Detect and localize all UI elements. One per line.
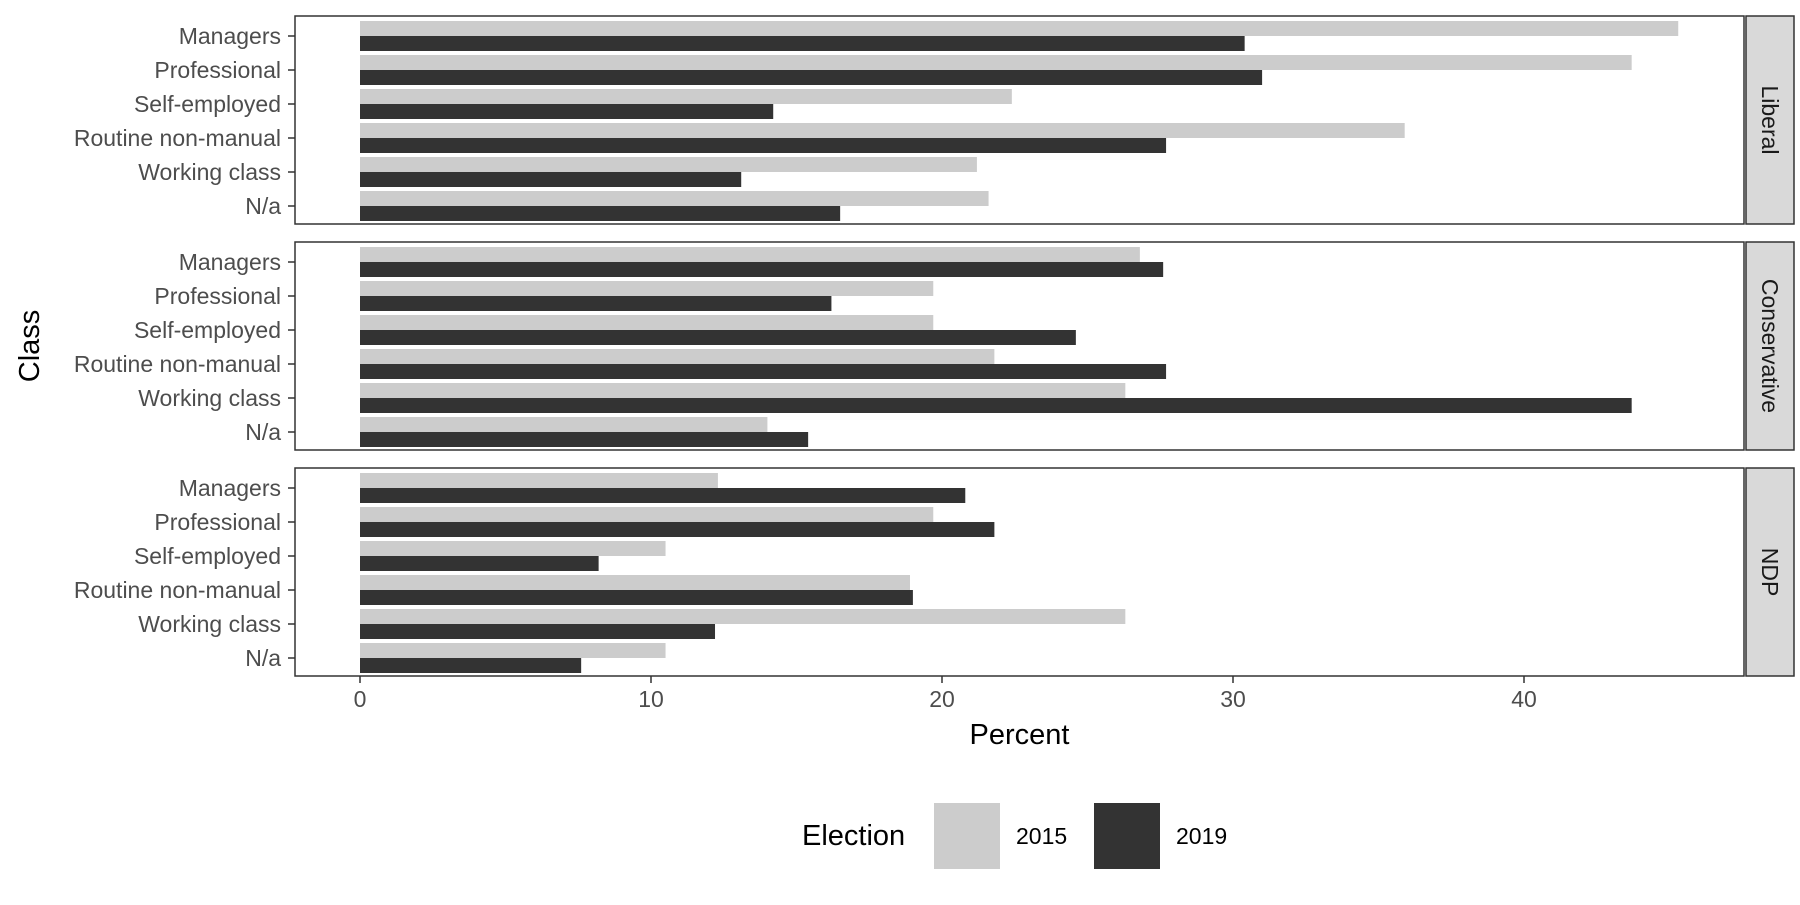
x-tick-label: 0 bbox=[354, 686, 367, 712]
bar-conservative-2015 bbox=[360, 315, 934, 330]
bar-liberal-2019 bbox=[360, 104, 774, 119]
bar-conservative-2019 bbox=[360, 398, 1632, 413]
bar-conservative-2019 bbox=[360, 330, 1076, 345]
y-tick-label: Self-employed bbox=[134, 91, 281, 117]
bar-conservative-2015 bbox=[360, 281, 934, 296]
y-tick-label: Working class bbox=[138, 159, 281, 185]
bar-conservative-2015 bbox=[360, 247, 1140, 262]
y-tick-label: N/a bbox=[245, 193, 281, 219]
y-tick-label: Working class bbox=[138, 611, 281, 637]
bar-ndp-2015 bbox=[360, 575, 910, 590]
panel-border-conservative bbox=[294, 241, 1745, 451]
bar-ndp-2015 bbox=[360, 541, 666, 556]
y-tick-label: Working class bbox=[138, 385, 281, 411]
bar-liberal-2015 bbox=[360, 157, 977, 172]
bar-liberal-2019 bbox=[360, 172, 742, 187]
x-axis-title: Percent bbox=[970, 719, 1070, 751]
bar-conservative-2019 bbox=[360, 296, 832, 311]
y-tick-label: N/a bbox=[245, 645, 281, 671]
panel-strip-label-conservative: Conservative bbox=[1757, 279, 1783, 413]
bar-ndp-2015 bbox=[360, 507, 934, 522]
bar-conservative-2019 bbox=[360, 262, 1164, 277]
bar-ndp-2019 bbox=[360, 522, 995, 537]
x-tick-label: 20 bbox=[929, 686, 955, 712]
bar-conservative-2015 bbox=[360, 417, 768, 432]
x-tick-label: 40 bbox=[1511, 686, 1537, 712]
legend-key-2019 bbox=[1094, 803, 1160, 869]
bar-liberal-2015 bbox=[360, 21, 1679, 36]
bar-liberal-2019 bbox=[360, 70, 1263, 85]
panel-border-ndp bbox=[294, 467, 1745, 677]
y-axis-title: Class bbox=[14, 310, 46, 383]
bar-conservative-2015 bbox=[360, 349, 995, 364]
legend-title: Election bbox=[802, 820, 905, 852]
bar-liberal-2015 bbox=[360, 123, 1405, 138]
panel-strip-ndp bbox=[1745, 467, 1795, 677]
bar-conservative-2019 bbox=[360, 432, 809, 447]
panel-strip-conservative bbox=[1745, 241, 1795, 451]
bar-conservative-2019 bbox=[360, 364, 1167, 379]
y-tick-label: Routine non-manual bbox=[74, 577, 281, 603]
legend-label-2015: 2015 bbox=[1016, 823, 1067, 849]
y-tick-label: Professional bbox=[154, 57, 281, 83]
bar-ndp-2019 bbox=[360, 658, 582, 673]
bar-ndp-2019 bbox=[360, 556, 599, 571]
y-tick-label: Managers bbox=[179, 23, 281, 49]
bar-liberal-2015 bbox=[360, 89, 1012, 104]
bar-liberal-2019 bbox=[360, 206, 841, 221]
y-tick-label: Self-employed bbox=[134, 317, 281, 343]
bar-ndp-2019 bbox=[360, 590, 913, 605]
panel-strip-label-liberal: Liberal bbox=[1757, 85, 1783, 154]
y-tick-label: Routine non-manual bbox=[74, 351, 281, 377]
bar-ndp-2019 bbox=[360, 624, 716, 639]
bar-ndp-2019 bbox=[360, 488, 966, 503]
y-tick-label: Professional bbox=[154, 509, 281, 535]
bar-ndp-2015 bbox=[360, 609, 1126, 624]
bar-liberal-2019 bbox=[360, 36, 1245, 51]
y-tick-label: Routine non-manual bbox=[74, 125, 281, 151]
bar-liberal-2015 bbox=[360, 191, 989, 206]
legend-label-2019: 2019 bbox=[1176, 823, 1227, 849]
x-tick-label: 30 bbox=[1220, 686, 1246, 712]
bar-ndp-2015 bbox=[360, 473, 718, 488]
bar-ndp-2015 bbox=[360, 643, 666, 658]
legend-key-2015 bbox=[934, 803, 1000, 869]
panel-strip-label-ndp: NDP bbox=[1757, 548, 1783, 597]
bar-conservative-2015 bbox=[360, 383, 1126, 398]
x-tick-label: 10 bbox=[638, 686, 664, 712]
panel-strip-liberal bbox=[1745, 15, 1795, 225]
y-tick-label: Professional bbox=[154, 283, 281, 309]
y-tick-label: Managers bbox=[179, 249, 281, 275]
bar-liberal-2019 bbox=[360, 138, 1167, 153]
y-tick-label: Self-employed bbox=[134, 543, 281, 569]
y-tick-label: N/a bbox=[245, 419, 281, 445]
panel-border-liberal bbox=[294, 15, 1745, 225]
y-tick-label: Managers bbox=[179, 475, 281, 501]
bar-liberal-2015 bbox=[360, 55, 1632, 70]
